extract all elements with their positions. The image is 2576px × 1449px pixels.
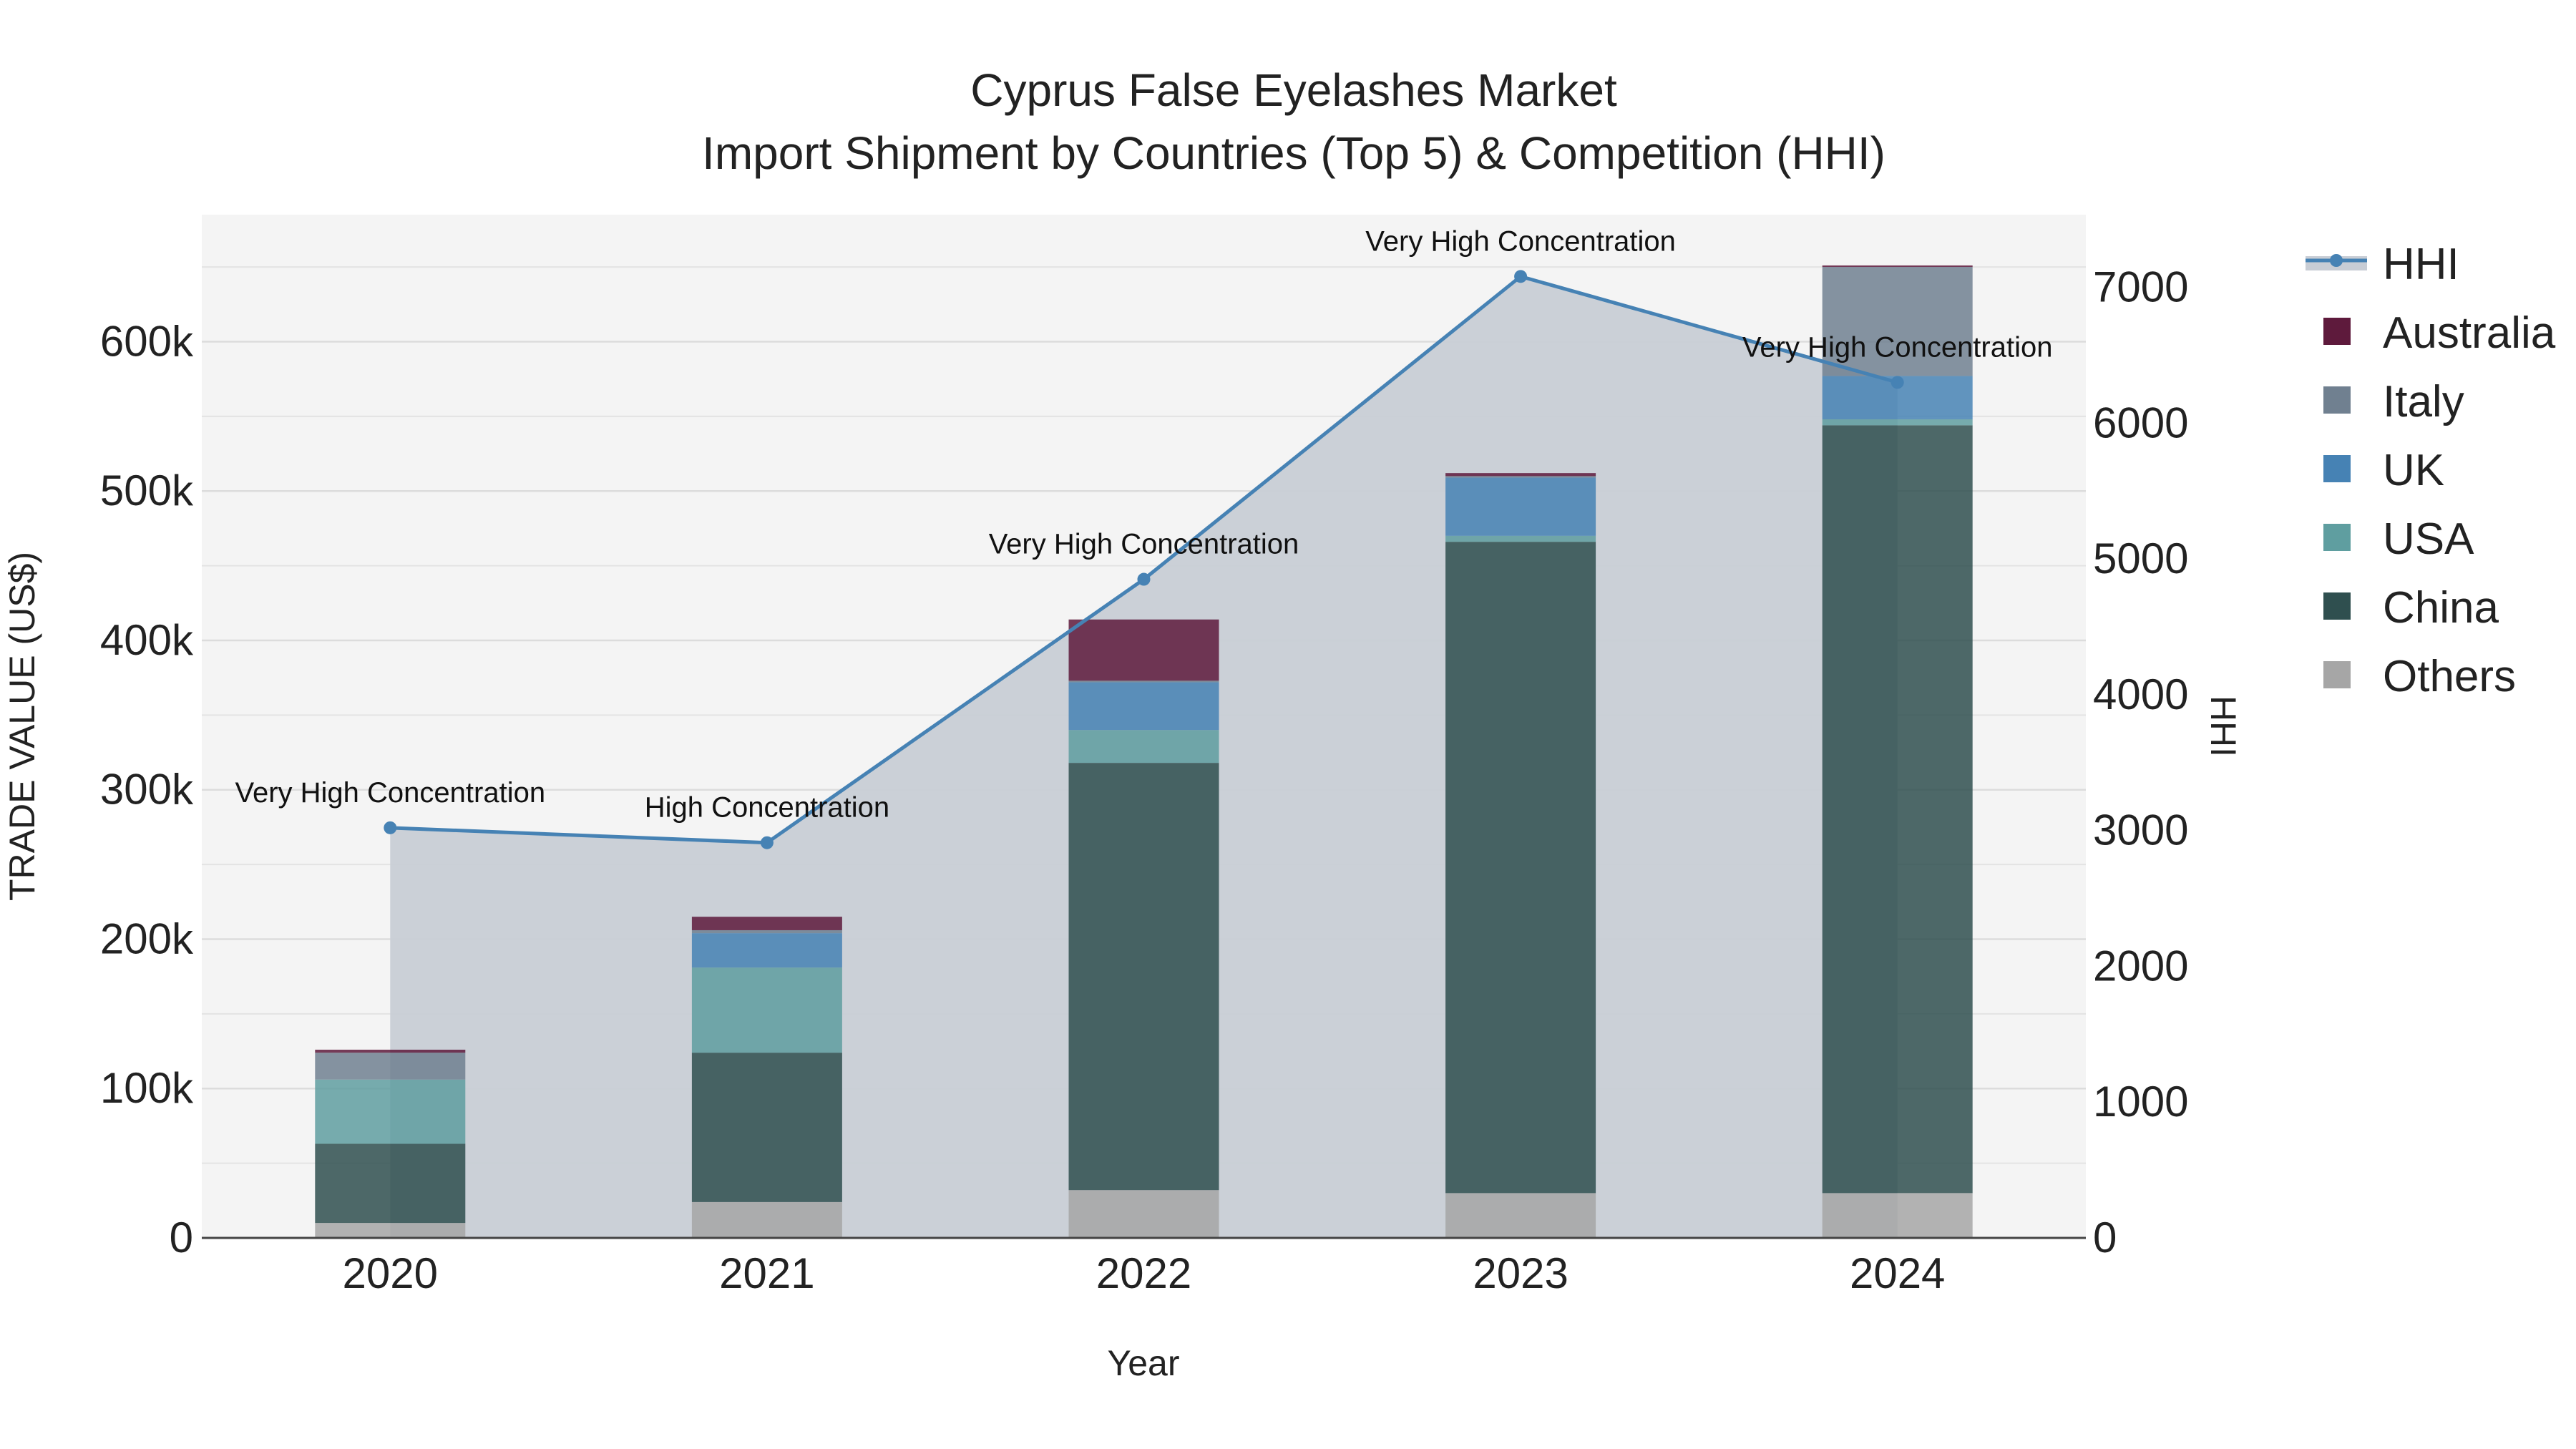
bar-italy-2020 [315,1053,466,1080]
y2-tick-label: 1000 [2093,1078,2188,1126]
bar-australia-2022 [1068,619,1219,681]
y2-tick-label: 4000 [2093,670,2188,718]
bar-italy-2024 [1822,267,1973,376]
bar-italy-2021 [691,930,842,934]
bar-china-2024 [1822,425,1973,1194]
legend-label-china: China [2383,583,2499,633]
bar-uk-2022 [1068,682,1219,731]
x-axis-title: Year [1107,1343,1179,1383]
y2-tick-label: 3000 [2093,806,2188,854]
x-tick-label-2023: 2023 [1473,1249,1568,1297]
legend-label-others: Others [2383,652,2516,701]
legend-swatch-australia [2323,318,2351,345]
legend-swatch-uk [2323,455,2351,482]
bar-uk-2023 [1445,477,1596,536]
bar-china-2021 [691,1053,842,1202]
y-tick-label: 400k [100,616,194,664]
bar-china-2022 [1068,763,1219,1191]
bar-usa-2022 [1068,730,1219,763]
hhi-point-2024 [1890,376,1904,389]
y-tick-label: 500k [100,467,194,514]
hhi-point-2022 [1137,572,1151,586]
legend-swatch-usa [2323,524,2351,551]
hhi-annotation-2023: Very High Concentration [1365,225,1676,257]
bar-usa-2024 [1822,419,1973,426]
y2-tick-label: 5000 [2093,535,2188,582]
bar-italy-2023 [1445,476,1596,478]
bar-australia-2023 [1445,473,1596,477]
y2-tick-label: 7000 [2093,263,2188,311]
hhi-point-2021 [760,836,774,849]
annotations-layer: Very High Concentration High Concentratio… [235,225,2053,823]
bar-china-2023 [1445,542,1596,1194]
bar-usa-2020 [315,1079,466,1144]
legend-label-uk: UK [2383,446,2444,495]
bar-usa-2023 [1445,535,1596,542]
bar-others-2020 [315,1223,466,1238]
hhi-point-2020 [384,821,397,834]
bar-others-2023 [1445,1193,1596,1238]
x-tick-label-2022: 2022 [1096,1249,1191,1297]
bar-australia-2024 [1822,265,1973,268]
y2-tick-label: 2000 [2093,942,2188,990]
legend-swatch-hhi-marker [2330,254,2343,267]
y-axis-ticks: 0 100k 200k 300k 400k 500k 600k [100,317,194,1262]
x-tick-label-2021: 2021 [719,1249,814,1297]
chart-title: Cyprus False Eyelashes Market [970,64,1617,116]
legend: HHI Australia Italy UK USA China Others [2306,240,2556,701]
y2-axis-ticks: 0 1000 2000 3000 4000 5000 6000 7000 [2093,263,2188,1262]
legend-label-australia: Australia [2383,308,2556,358]
y-tick-label: 0 [170,1214,193,1262]
bar-italy-2022 [1068,680,1219,683]
y-tick-label: 600k [100,317,194,365]
bars-layer [315,265,1973,1238]
x-tick-label-2024: 2024 [1850,1249,1945,1297]
bar-others-2021 [691,1201,842,1238]
hhi-line-layer [384,270,1904,849]
y2-tick-label: 6000 [2093,399,2188,447]
bar-china-2020 [315,1143,466,1224]
x-axis-ticks: 2020 2021 2022 2023 2024 [343,1249,1946,1297]
chart-subtitle: Import Shipment by Countries (Top 5) & C… [702,127,1885,179]
y-tick-label: 300k [100,766,194,814]
y-axis-title: TRADE VALUE (US$) [2,552,42,901]
hhi-annotation-2024: Very High Concentration [1742,331,2053,363]
legend-label-italy: Italy [2383,377,2464,426]
hhi-annotation-2020: Very High Concentration [235,777,546,809]
y2-axis-title: HHI [2203,696,2243,757]
legend-swatch-others [2323,661,2351,688]
bar-uk-2021 [691,933,842,968]
y2-tick-label: 0 [2093,1214,2117,1262]
x-tick-label-2020: 2020 [343,1249,438,1297]
legend-label-hhi: HHI [2383,240,2459,289]
hhi-annotation-2022: Very High Concentration [989,529,1299,560]
bar-australia-2020 [315,1049,466,1053]
legend-label-usa: USA [2383,514,2474,564]
hhi-point-2023 [1514,270,1528,283]
hhi-annotation-2021: High Concentration [645,792,889,824]
y-tick-label: 100k [100,1064,194,1112]
bar-others-2022 [1068,1190,1219,1238]
legend-swatch-italy [2323,386,2351,414]
bar-australia-2021 [691,917,842,930]
bar-usa-2021 [691,967,842,1053]
y-tick-label: 200k [100,914,194,962]
legend-swatch-china [2323,592,2351,620]
bar-others-2024 [1822,1193,1973,1238]
